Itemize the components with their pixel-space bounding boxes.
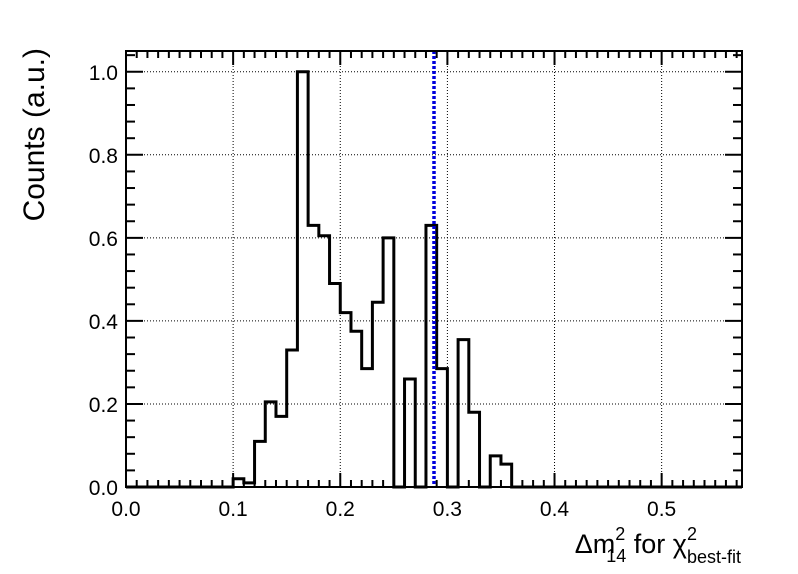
grid-lines [126, 51, 742, 487]
y-tick-label: 0.2 [89, 394, 118, 417]
x-tick-label: 0.2 [326, 498, 355, 521]
axis-ticks [125, 51, 742, 488]
x-axis-title: Δm2 14 for χ2 best-fit [575, 524, 741, 567]
y-axis-title: Counts (a.u.) [18, 48, 51, 221]
y-tick-label: 0.8 [89, 145, 118, 168]
y-tick-label: 0.6 [89, 228, 118, 251]
histogram-outline [126, 70, 742, 489]
x-tick-label: 0.5 [647, 498, 676, 521]
tick-labels: 0.0 0.1 0.2 0.3 0.4 0.5 0.0 0.2 0.4 0.6 0.8 1.0 [89, 62, 676, 521]
y-tick-label: 0.4 [89, 311, 119, 334]
plot-frame [125, 50, 743, 488]
y-tick-label: 1.0 [89, 62, 118, 85]
x-tick-label: 0.3 [433, 498, 462, 521]
y-tick-label: 0.0 [89, 477, 118, 500]
x-tick-label: 0.1 [219, 498, 248, 521]
x-tick-label: 0.0 [111, 498, 140, 521]
x-tick-label: 0.4 [540, 498, 570, 521]
